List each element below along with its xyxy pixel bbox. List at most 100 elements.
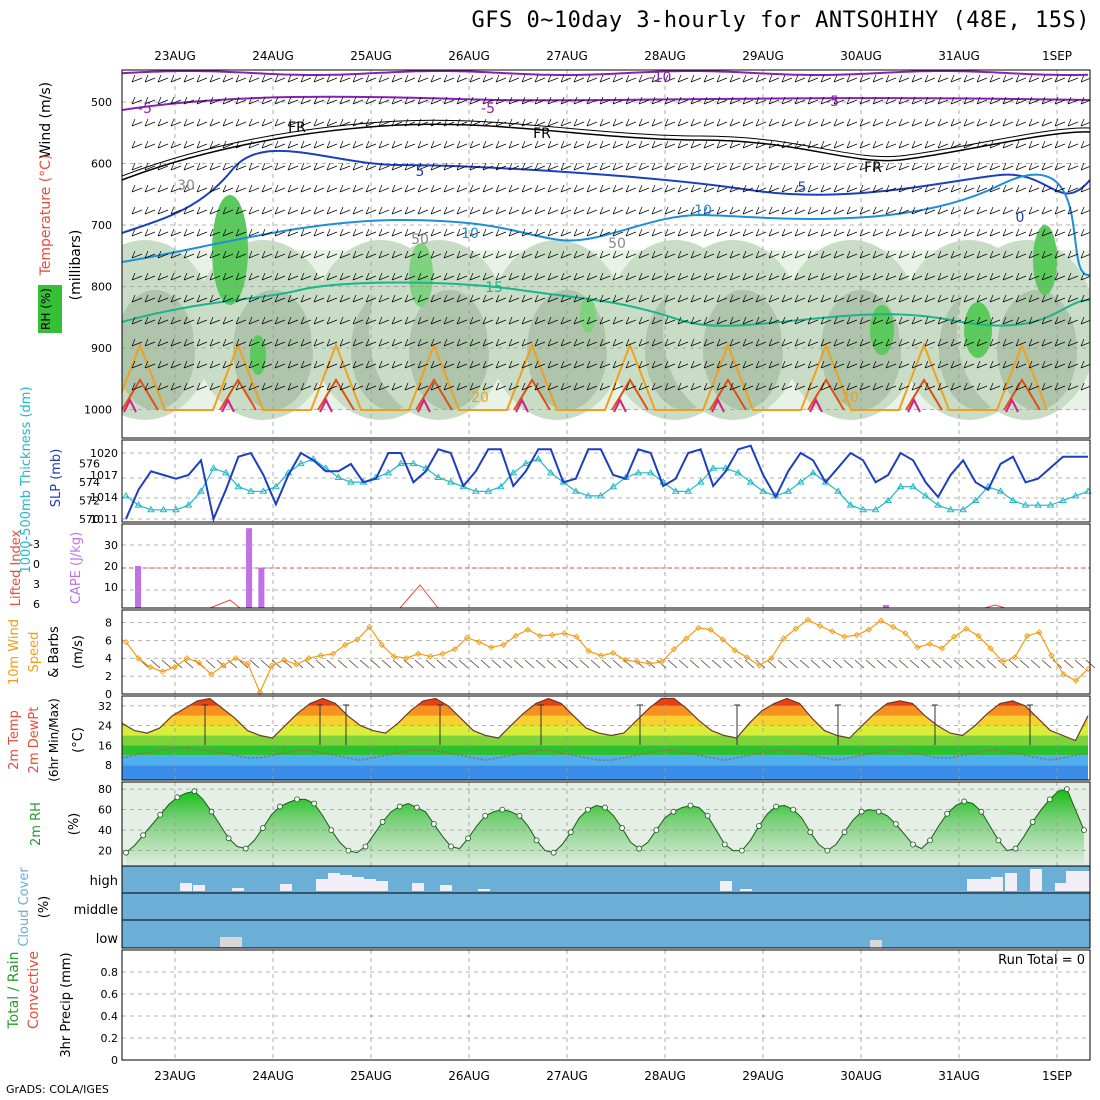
y-tick-label: 32 [98,700,112,713]
wind-barb [1041,275,1053,281]
wind-barb [495,118,500,127]
wind-barb [326,77,338,83]
cloud-high-bar [180,883,192,891]
wind-barb [1028,341,1040,347]
wind-barb [651,253,663,259]
wind-barb [1002,99,1014,105]
wind-barb [235,363,247,369]
wind-barb [352,341,364,347]
wind-barb [586,184,591,193]
wind-barb [235,382,240,391]
wind-barb [456,165,468,171]
wind-barb [209,206,214,215]
wind-barb [560,121,572,127]
wind-barb [508,382,513,391]
wind-barb [339,209,351,215]
wind-barb [313,187,325,193]
wind-barb [209,162,214,171]
rh-shade-green [409,243,433,307]
wind-barb [495,99,507,105]
wind-barb [560,338,565,347]
wind-barb [144,121,156,127]
wind-barb [456,360,461,369]
wind-barb [703,184,708,193]
wind-barb [1015,96,1020,105]
wind-barb [859,382,864,391]
wind-barb [443,228,448,237]
wind-barb [534,162,539,171]
wind-barb [157,338,162,347]
wind-barb [235,338,240,347]
wind-barb [183,272,188,281]
wind-barb [703,206,708,215]
wind-barb [807,294,812,303]
wind-barb [612,341,624,347]
wind-barb [872,121,884,127]
wind-barb [677,162,682,171]
wind-barb [924,272,929,281]
wind-barb [209,143,221,149]
wind-barb [430,363,442,369]
wind-barb [612,382,617,391]
wind-barb [729,363,741,369]
dewpt-line [122,747,1089,761]
wind-barb [807,272,812,281]
wind-speed-point [865,626,872,633]
wind-barb [664,250,669,259]
wind-barb [560,319,572,325]
thickness-point [596,491,605,499]
wind-barb [716,363,728,369]
wind-barb [560,187,572,193]
wind-barb [144,118,149,127]
wind-barb [430,297,442,303]
wind-barb [1080,382,1085,391]
wind-barb [1015,143,1027,149]
wind-barb [469,275,481,281]
wind-barb [664,363,676,369]
thickness-point [934,501,942,508]
wind-barb [430,118,435,127]
top-date-label: 30AUG [840,49,882,63]
y-tick-label: 0.6 [101,988,119,1001]
wind-barb [729,140,734,149]
wind-barb [651,294,656,303]
wind-barb [482,77,494,83]
wind-barb [729,341,741,347]
cloud-high-bar [340,875,352,891]
wind-barb [963,121,975,127]
wind-barb [157,184,162,193]
wind-barb [846,385,858,391]
wind-barb [703,209,715,215]
wind-barb [781,184,786,193]
wind-barb [261,385,273,391]
wind-barb [872,184,877,193]
thickness-point [534,455,543,462]
wind-barb [326,74,331,83]
wind-barb [625,275,637,281]
wind-barb [235,272,240,281]
wind-barb [976,187,988,193]
wind-barb [950,275,962,281]
wind-barb [625,209,637,215]
wind-barb [612,228,617,237]
wind-barb [365,206,370,215]
wind-barb [768,140,773,149]
wind-barb [495,121,507,127]
wind-barb [352,74,357,83]
rh-point [311,800,318,807]
wind-barb [599,363,611,369]
wind-barb [534,363,546,369]
wind-barb [534,297,546,303]
wind-barb [313,228,318,237]
wind-barb [287,382,292,391]
rh-shade-green [250,335,266,375]
wind-barb [300,297,312,303]
wind-barb [378,297,390,303]
wind-barb [625,165,637,171]
wind-barb [963,363,975,369]
wind-barb [1041,99,1053,105]
wind-barb [937,99,949,105]
wind-barb [1002,253,1014,259]
wind-barb [443,121,455,127]
wind-barb [638,385,650,391]
